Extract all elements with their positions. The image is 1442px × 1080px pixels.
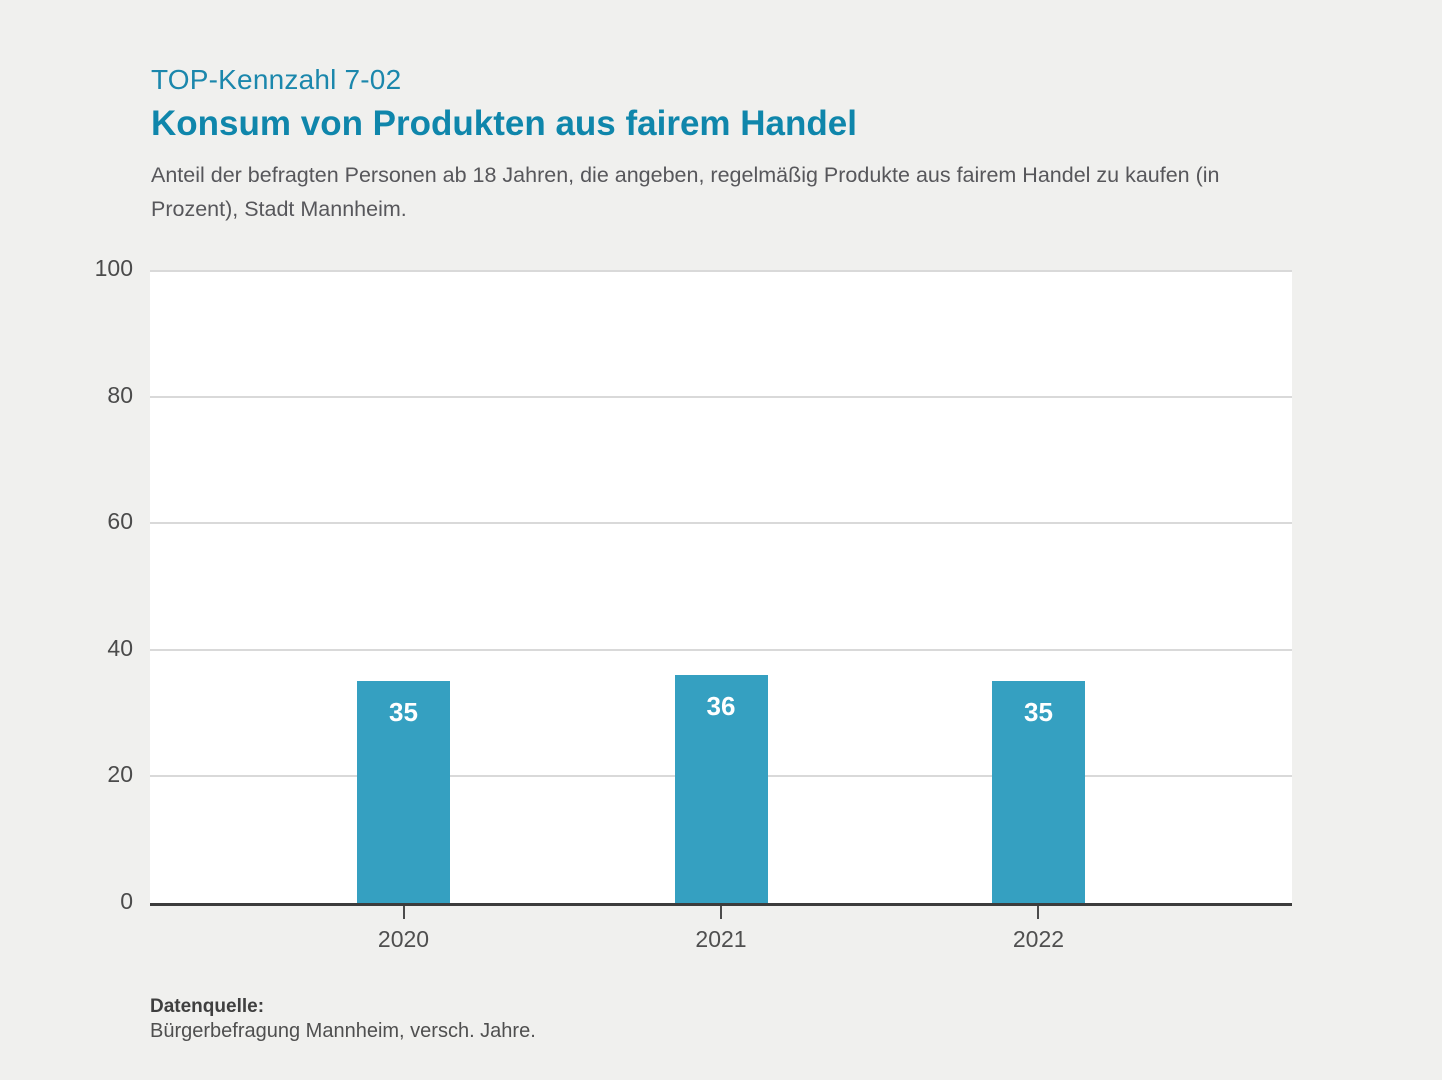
footer: Datenquelle: Bürgerbefragung Mannheim, v…: [150, 996, 536, 1043]
subtitle: Anteil der befragten Personen ab 18 Jahr…: [151, 163, 1220, 221]
gridline: [150, 648, 1292, 651]
x-tick: [720, 906, 722, 919]
gridline: [150, 395, 1292, 398]
x-tick: [1037, 906, 1040, 919]
y-tick-label: 60: [107, 508, 133, 535]
page-title: Konsum von Produkten aus fairem Handel: [151, 104, 857, 143]
x-tick-label: 2020: [377, 926, 430, 952]
source-text: Bürgerbefragung Mannheim, versch. Jahre.: [150, 1020, 536, 1042]
gridline: [150, 270, 1292, 272]
bar-value-label: 35: [389, 697, 418, 728]
y-tick-label: 20: [107, 761, 133, 788]
plot-area: 35 36 35: [150, 270, 1292, 906]
y-tick-label: 80: [107, 381, 133, 408]
gridline: [150, 522, 1292, 525]
y-tick-label: 0: [120, 888, 133, 915]
bar-value-label: 36: [706, 691, 736, 722]
bar-2022: 35: [991, 681, 1085, 903]
bar-value-label: 35: [1024, 697, 1053, 728]
y-tick-label: 40: [107, 634, 133, 661]
bar-2021: 36: [674, 675, 768, 903]
y-tick-label: 100: [94, 255, 133, 282]
kicker: TOP-Kennzahl 7-02: [151, 64, 402, 95]
source-label: Datenquelle:: [150, 996, 265, 1017]
x-tick: [402, 906, 405, 919]
bar-chart: 35 36 35 0 20 40 60 80 100 2020 2021 2022: [0, 255, 1442, 952]
x-tick-label: 2022: [1012, 926, 1065, 952]
x-tick-label: 2021: [695, 926, 747, 952]
bar-2020: 35: [357, 681, 451, 903]
